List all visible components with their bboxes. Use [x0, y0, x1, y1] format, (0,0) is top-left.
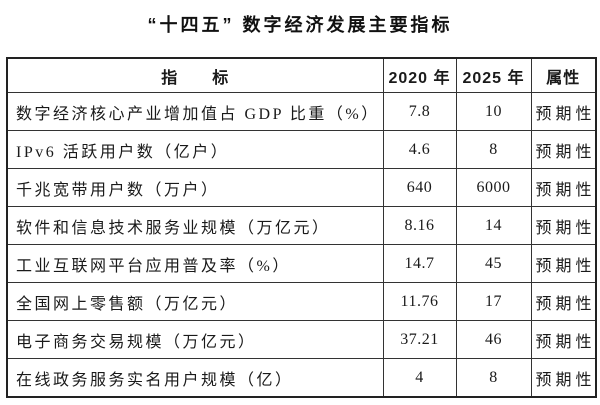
value-2025-cell: 14 — [455, 206, 532, 245]
value-2020-cell: 640 — [382, 168, 457, 207]
attribute-cell: 预期性 — [530, 92, 597, 131]
table-header-row: 指 标 2020 年 2025 年 属性 — [6, 57, 597, 93]
value-2025-cell: 45 — [455, 244, 532, 283]
attribute-cell: 预期性 — [530, 320, 597, 359]
value-2025-cell: 8 — [455, 130, 532, 169]
header-indicator: 指 标 — [6, 57, 384, 93]
table-row: 全国网上零售额（万亿元） 11.76 17 预期性 — [6, 282, 597, 321]
attribute-cell: 预期性 — [530, 130, 597, 169]
table-row: 数字经济核心产业增加值占 GDP 比重（%） 7.8 10 预期性 — [6, 92, 597, 131]
attribute-cell: 预期性 — [530, 168, 597, 207]
attribute-cell: 预期性 — [530, 206, 597, 245]
value-2020-cell: 7.8 — [382, 92, 457, 131]
value-2025-cell: 6000 — [455, 168, 532, 207]
table-row: 电子商务交易规模（万亿元） 37.21 46 预期性 — [6, 320, 597, 359]
table-row: IPv6 活跃用户数（亿户） 4.6 8 预期性 — [6, 130, 597, 169]
indicator-cell: IPv6 活跃用户数（亿户） — [6, 130, 384, 169]
value-2020-cell: 4.6 — [382, 130, 457, 169]
indicator-cell: 全国网上零售额（万亿元） — [6, 282, 384, 321]
value-2020-cell: 37.21 — [382, 320, 457, 359]
value-2020-cell: 4 — [382, 358, 457, 398]
table-row: 软件和信息技术服务业规模（万亿元） 8.16 14 预期性 — [6, 206, 597, 245]
value-2020-cell: 11.76 — [382, 282, 457, 321]
value-2025-cell: 10 — [455, 92, 532, 131]
indicators-table: 指 标 2020 年 2025 年 属性 数字经济核心产业增加值占 GDP 比重… — [6, 57, 597, 398]
indicator-cell: 软件和信息技术服务业规模（万亿元） — [6, 206, 384, 245]
attribute-cell: 预期性 — [530, 282, 597, 321]
value-2025-cell: 46 — [455, 320, 532, 359]
table-row: 千兆宽带用户数（万户） 640 6000 预期性 — [6, 168, 597, 207]
header-2025: 2025 年 — [455, 57, 532, 93]
indicator-cell: 工业互联网平台应用普及率（%） — [6, 244, 384, 283]
header-attribute: 属性 — [530, 57, 597, 93]
header-2020: 2020 年 — [382, 57, 457, 93]
table-row: 工业互联网平台应用普及率（%） 14.7 45 预期性 — [6, 244, 597, 283]
attribute-cell: 预期性 — [530, 244, 597, 283]
table-row: 在线政务服务实名用户规模（亿） 4 8 预期性 — [6, 358, 597, 398]
value-2025-cell: 8 — [455, 358, 532, 398]
value-2020-cell: 8.16 — [382, 206, 457, 245]
value-2025-cell: 17 — [455, 282, 532, 321]
attribute-cell: 预期性 — [530, 358, 597, 398]
value-2020-cell: 14.7 — [382, 244, 457, 283]
indicator-cell: 千兆宽带用户数（万户） — [6, 168, 384, 207]
page-title: “十四五” 数字经济发展主要指标 — [147, 15, 453, 35]
indicator-cell: 电子商务交易规模（万亿元） — [6, 320, 384, 359]
indicator-cell: 数字经济核心产业增加值占 GDP 比重（%） — [6, 92, 384, 131]
indicator-cell: 在线政务服务实名用户规模（亿） — [6, 358, 384, 398]
